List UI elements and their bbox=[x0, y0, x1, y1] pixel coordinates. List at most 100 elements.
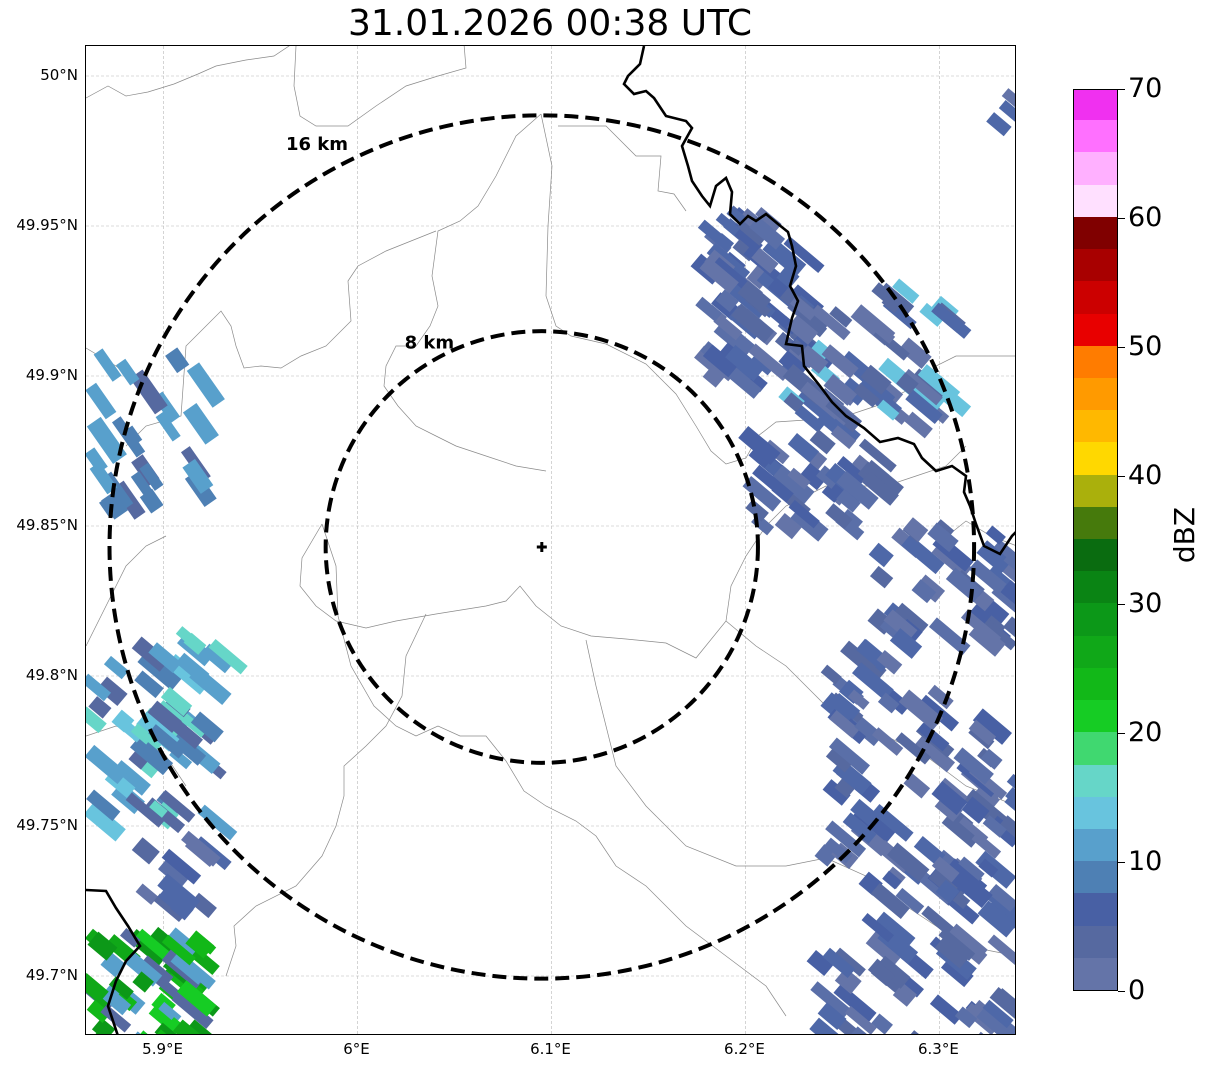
range-rings: 8 km 16 km bbox=[107, 113, 977, 981]
echo-cell bbox=[188, 1019, 221, 1034]
echo-cell bbox=[102, 988, 132, 1016]
lon-tick-label: 6.1°E bbox=[530, 1040, 571, 1058]
echo-cell bbox=[809, 429, 836, 455]
echo-cell bbox=[132, 971, 154, 993]
echo-cell bbox=[139, 462, 164, 491]
echo-cell bbox=[821, 344, 859, 379]
echo-cell bbox=[998, 100, 1015, 122]
colorbar-band bbox=[1074, 828, 1117, 862]
echo-cell bbox=[783, 392, 804, 413]
echo-cell bbox=[953, 747, 994, 785]
echo-cell bbox=[902, 517, 929, 543]
colorbar-band bbox=[1074, 892, 1117, 926]
echo-cell bbox=[783, 236, 825, 273]
national-border-line bbox=[622, 46, 1015, 556]
echo-cell bbox=[913, 836, 946, 866]
echo-cell bbox=[810, 304, 851, 341]
echo-cell bbox=[834, 967, 862, 995]
admin-border-line bbox=[86, 535, 167, 647]
colorbar-band bbox=[1074, 570, 1117, 604]
echo-cell bbox=[903, 1030, 935, 1034]
echo-cell bbox=[787, 315, 819, 345]
echo-cell bbox=[958, 856, 985, 881]
echo-cell bbox=[985, 525, 1006, 545]
echo-cell bbox=[961, 796, 990, 824]
echo-cell bbox=[170, 953, 205, 985]
echo-cell bbox=[103, 655, 129, 680]
lon-tick-label: 6°E bbox=[343, 1040, 370, 1058]
echo-cell bbox=[737, 218, 767, 246]
echo-cell bbox=[976, 540, 1012, 574]
administrative-borders bbox=[86, 46, 1015, 1017]
echo-cell bbox=[788, 499, 820, 529]
echo-cell bbox=[825, 503, 853, 530]
echo-cell bbox=[699, 257, 739, 294]
echo-cell bbox=[988, 883, 1015, 912]
radar-map[interactable]: 8 km 16 km bbox=[85, 45, 1016, 1035]
echo-cell bbox=[831, 697, 856, 721]
echo-cell bbox=[931, 302, 972, 339]
echo-cell bbox=[175, 626, 201, 649]
echo-cell bbox=[868, 542, 894, 568]
colorbar-label: dBZ bbox=[1168, 506, 1201, 564]
echo-cell bbox=[881, 295, 901, 314]
echo-cell bbox=[86, 416, 127, 465]
colorbar-band bbox=[1074, 473, 1117, 507]
echo-cell bbox=[929, 994, 963, 1025]
colorbar-band bbox=[1074, 699, 1117, 733]
echo-cell bbox=[165, 347, 190, 374]
echo-cell bbox=[99, 495, 120, 518]
echo-cell bbox=[158, 886, 189, 916]
echo-cell bbox=[181, 742, 207, 766]
lat-tick-label: 49.9°N bbox=[25, 366, 78, 384]
echo-cell bbox=[829, 306, 853, 328]
echo-cell bbox=[901, 534, 945, 575]
colorbar-band bbox=[1074, 957, 1117, 990]
echo-cell bbox=[836, 470, 879, 510]
echo-cell bbox=[968, 559, 1007, 594]
echo-cell bbox=[976, 1004, 1012, 1034]
colorbar-band bbox=[1074, 635, 1117, 668]
echo-cell bbox=[86, 673, 112, 702]
echo-cell bbox=[935, 879, 960, 904]
echo-cell bbox=[927, 684, 954, 710]
colorbar-tick-mark bbox=[1118, 733, 1125, 735]
echo-cell bbox=[828, 737, 870, 775]
colorbar-tick-mark bbox=[1118, 475, 1125, 477]
echo-cell bbox=[883, 609, 918, 642]
echo-cell bbox=[871, 727, 904, 756]
colorbar-band bbox=[1074, 763, 1117, 797]
echo-cell bbox=[971, 831, 1002, 859]
echo-cell bbox=[154, 1022, 182, 1034]
echo-cell bbox=[91, 1017, 116, 1034]
colorbar-band bbox=[1074, 151, 1117, 185]
echo-cell bbox=[157, 873, 201, 914]
echo-cell bbox=[854, 719, 879, 742]
echo-cell bbox=[887, 842, 930, 882]
echo-cell bbox=[972, 784, 1000, 811]
echo-cell bbox=[876, 649, 903, 675]
echo-cell bbox=[713, 257, 755, 294]
admin-border-line bbox=[225, 613, 427, 977]
colorbar-band bbox=[1074, 538, 1117, 572]
echo-cell bbox=[903, 773, 931, 799]
echo-cell bbox=[115, 358, 140, 386]
lat-tick-label: 49.95°N bbox=[16, 216, 78, 234]
echo-cell bbox=[87, 931, 118, 961]
echo-cell bbox=[93, 348, 122, 382]
echo-cell bbox=[140, 955, 174, 986]
echo-cell bbox=[184, 835, 219, 868]
echo-cell bbox=[833, 947, 866, 977]
colorbar-band bbox=[1074, 667, 1117, 701]
echo-cell bbox=[870, 882, 910, 919]
colorbar-tick-label: 20 bbox=[1128, 717, 1163, 749]
echo-cell bbox=[135, 883, 159, 905]
echo-cell bbox=[1003, 550, 1015, 573]
national-borders bbox=[86, 46, 1015, 1034]
echo-cell bbox=[160, 686, 193, 717]
echo-cell bbox=[987, 934, 1015, 972]
admin-border-line bbox=[321, 523, 787, 1017]
echo-cell bbox=[905, 389, 943, 425]
echo-cell bbox=[889, 628, 923, 659]
range-ring-label: 16 km bbox=[286, 134, 348, 155]
